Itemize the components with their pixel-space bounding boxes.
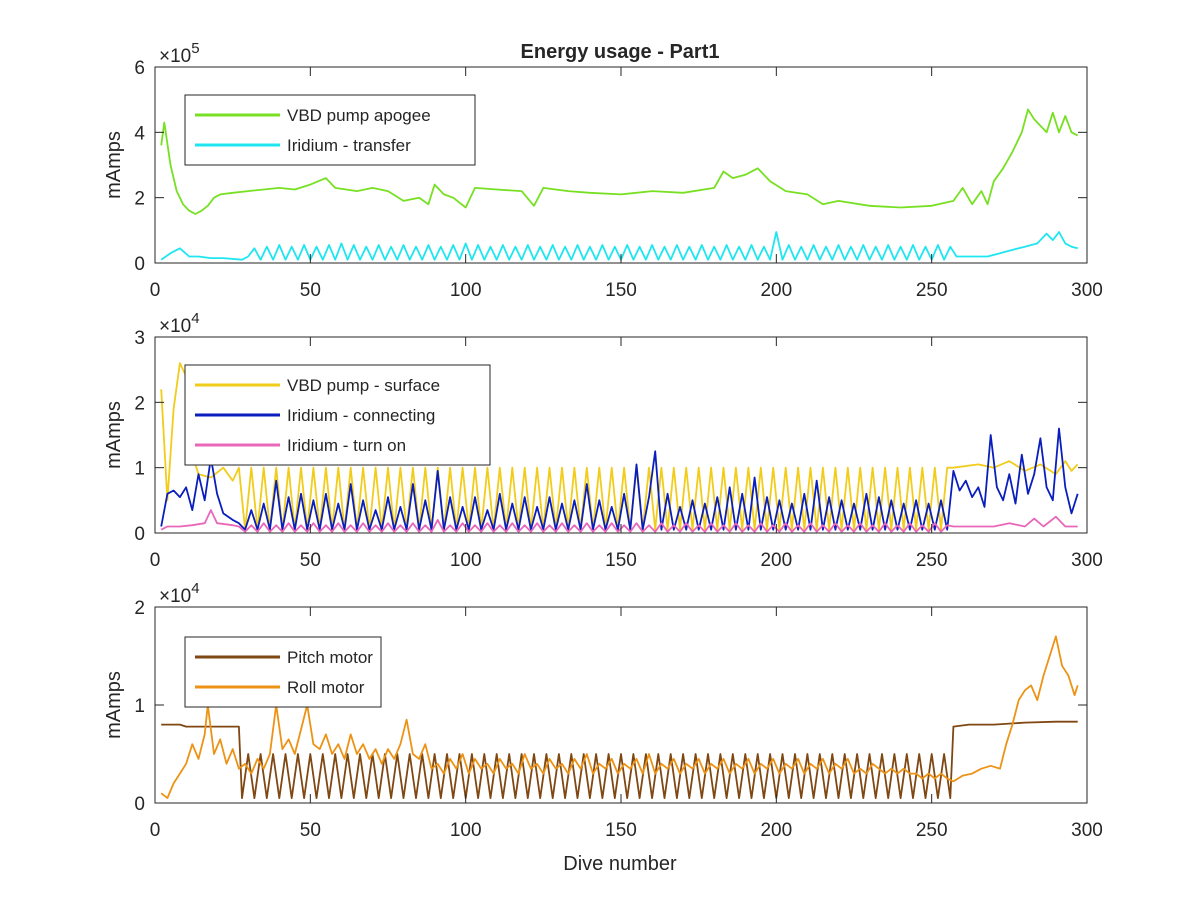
legend: Pitch motor Roll motor — [184, 636, 382, 708]
legend-label: Roll motor — [287, 678, 365, 697]
series-line-roll-motor — [160, 635, 1079, 799]
x-tick-label: 300 — [1071, 820, 1103, 841]
x-tick-label: 250 — [916, 280, 948, 301]
x-tick-label: 100 — [450, 820, 482, 841]
x-tick-label: 100 — [450, 550, 482, 571]
legend-label: VBD pump - surface — [287, 376, 440, 395]
legend-label: Iridium - transfer — [287, 136, 411, 155]
x-tick-label: 100 — [450, 280, 482, 301]
x-tick-label: 250 — [916, 820, 948, 841]
x-tick-label: 0 — [150, 550, 161, 571]
y-axis-multiplier: ×104 — [159, 580, 200, 607]
x-axis-label: Dive number — [563, 853, 677, 875]
y-tick-label: 4 — [134, 123, 145, 144]
x-tick-label: 150 — [605, 820, 637, 841]
series-line-iridium-transfer — [160, 231, 1078, 261]
y-axis-label: mAmps — [103, 401, 125, 469]
legend: VBD pump - surface Iridium - connecting Ir… — [184, 364, 491, 466]
y-tick-label: 0 — [134, 254, 145, 275]
legend-label: Iridium - turn on — [287, 436, 406, 455]
y-tick-label: 2 — [134, 393, 145, 414]
y-tick-label: 1 — [134, 459, 145, 480]
series-line-iridium-connecting — [160, 427, 1079, 531]
x-tick-label: 150 — [605, 280, 637, 301]
legend-label: Pitch motor — [287, 648, 373, 667]
subplot-2: 0 50 100 150 200 250 300 0 1 2 3 ×104 mAmps VBD pump … — [103, 310, 1103, 571]
x-tick-label: 150 — [605, 550, 637, 571]
subplot-3: 0 50 100 150 200 250 300 0 1 2 ×104 mAmps Pitch moto… — [103, 580, 1103, 841]
x-tick-label: 300 — [1071, 550, 1103, 571]
figure-title: Energy usage - Part1 — [521, 41, 720, 63]
y-axis-multiplier: ×105 — [159, 40, 200, 67]
y-tick-label: 2 — [134, 598, 145, 619]
y-axis-label: mAmps — [103, 671, 125, 739]
x-tick-label: 50 — [300, 280, 321, 301]
series-line-vbd-pump-apogee — [160, 108, 1079, 215]
y-tick-label: 2 — [134, 189, 145, 210]
x-tick-label: 0 — [150, 280, 161, 301]
x-tick-label: 200 — [760, 280, 792, 301]
x-tick-label: 50 — [300, 820, 321, 841]
y-tick-label: 6 — [134, 58, 145, 79]
x-tick-label: 250 — [916, 550, 948, 571]
legend-box — [184, 636, 382, 708]
legend: VBD pump apogee Iridium - transfer — [184, 94, 476, 166]
series-line-iridium-turn-on — [160, 509, 1078, 533]
y-tick-label: 1 — [134, 696, 145, 717]
y-axis-multiplier: ×104 — [159, 310, 200, 337]
x-tick-label: 200 — [760, 820, 792, 841]
series-line-pitch-motor — [161, 720, 1078, 799]
y-axis-label: mAmps — [103, 131, 125, 199]
legend-label: VBD pump apogee — [287, 106, 431, 125]
y-tick-label: 0 — [134, 794, 145, 815]
y-tick-label: 3 — [134, 328, 145, 349]
y-tick-label: 0 — [134, 524, 145, 545]
x-tick-label: 300 — [1071, 280, 1103, 301]
subplot-1: 0 50 100 150 200 250 300 0 2 4 6 ×105 mAmps VBD pump … — [103, 40, 1103, 301]
x-tick-label: 50 — [300, 550, 321, 571]
legend-box — [184, 94, 476, 166]
legend-label: Iridium - connecting — [287, 406, 435, 425]
x-tick-label: 200 — [760, 550, 792, 571]
x-tick-label: 0 — [150, 820, 161, 841]
